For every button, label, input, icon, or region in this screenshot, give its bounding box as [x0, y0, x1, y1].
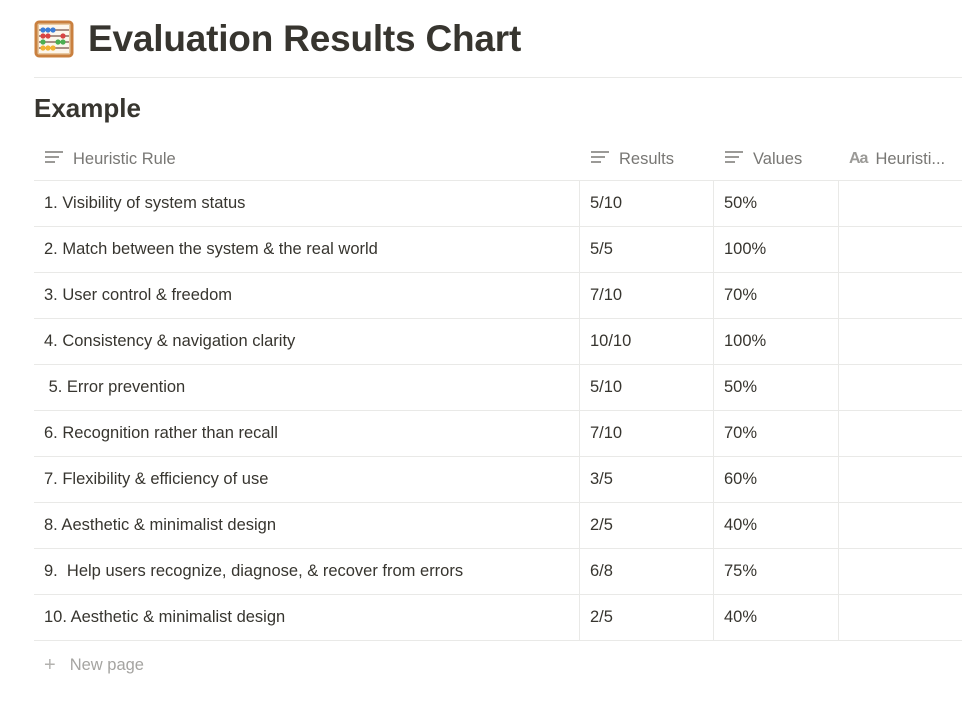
cell-heuristic[interactable]	[839, 181, 962, 226]
table-row[interactable]: 2. Match between the system & the real w…	[34, 227, 962, 273]
column-header-heuristic-rule[interactable]: Heuristic Rule	[34, 138, 580, 180]
cell-heuristic-rule[interactable]: 1. Visibility of system status	[34, 181, 580, 226]
table-row[interactable]: 7. Flexibility & efficiency of use 3/5 6…	[34, 457, 962, 503]
table-row[interactable]: 8. Aesthetic & minimalist design 2/5 40%	[34, 503, 962, 549]
table-row[interactable]: 5. Error prevention 5/10 50%	[34, 365, 962, 411]
cell-heuristic-rule[interactable]: 2. Match between the system & the real w…	[34, 227, 580, 272]
new-page-button[interactable]: + New page	[44, 652, 144, 678]
cell-heuristic[interactable]	[839, 411, 962, 456]
cell-values[interactable]: 70%	[714, 273, 839, 318]
cell-results[interactable]: 2/5	[580, 503, 714, 548]
table-row[interactable]: 10. Aesthetic & minimalist design 2/5 40…	[34, 595, 962, 641]
cell-results[interactable]: 5/10	[580, 365, 714, 410]
cell-heuristic[interactable]	[839, 549, 962, 594]
table-row[interactable]: 1. Visibility of system status 5/10 50%	[34, 181, 962, 227]
cell-heuristic-rule[interactable]: 10. Aesthetic & minimalist design	[34, 595, 580, 640]
cell-heuristic-rule[interactable]: 7. Flexibility & efficiency of use	[34, 457, 580, 502]
column-header-label: Results	[619, 149, 675, 168]
cell-heuristic-rule[interactable]: 3. User control & freedom	[34, 273, 580, 318]
column-header-label: Heuristi...	[875, 149, 946, 168]
cell-heuristic-rule[interactable]: 8. Aesthetic & minimalist design	[34, 503, 580, 548]
cell-values[interactable]: 100%	[714, 319, 839, 364]
cell-heuristic[interactable]	[839, 319, 962, 364]
column-header-label: Heuristic Rule	[73, 149, 176, 168]
cell-results[interactable]: 5/5	[580, 227, 714, 272]
column-header-values[interactable]: Values	[714, 138, 839, 180]
table-header-row: Heuristic Rule Results Values Aa Heurist…	[34, 138, 962, 181]
page-title: Evaluation Results Chart	[88, 18, 522, 59]
text-lines-icon	[44, 149, 64, 170]
cell-values[interactable]: 50%	[714, 365, 839, 410]
title-divider	[34, 77, 962, 78]
text-lines-icon	[724, 149, 744, 170]
cell-results[interactable]: 5/10	[580, 181, 714, 226]
new-page-label: New page	[69, 655, 144, 674]
column-header-heuristic[interactable]: Aa Heuristi...	[839, 138, 962, 180]
cell-heuristic[interactable]	[839, 457, 962, 502]
table-row[interactable]: 4. Consistency & navigation clarity 10/1…	[34, 319, 962, 365]
cell-results[interactable]: 7/10	[580, 273, 714, 318]
cell-values[interactable]: 100%	[714, 227, 839, 272]
text-lines-icon	[590, 149, 610, 170]
cell-values[interactable]: 70%	[714, 411, 839, 456]
column-header-label: Values	[753, 149, 803, 168]
column-header-results[interactable]: Results	[580, 138, 714, 180]
table-row[interactable]: 9. Help users recognize, diagnose, & rec…	[34, 549, 962, 595]
cell-heuristic[interactable]	[839, 365, 962, 410]
abacus-icon[interactable]	[34, 19, 74, 59]
cell-results[interactable]: 6/8	[580, 549, 714, 594]
cell-heuristic[interactable]	[839, 227, 962, 272]
cell-results[interactable]: 7/10	[580, 411, 714, 456]
cell-heuristic-rule[interactable]: 4. Consistency & navigation clarity	[34, 319, 580, 364]
cell-values[interactable]: 60%	[714, 457, 839, 502]
database-title[interactable]: Example	[34, 93, 141, 123]
page-header: Evaluation Results Chart	[34, 12, 521, 66]
plus-icon: +	[44, 654, 56, 676]
cell-values[interactable]: 75%	[714, 549, 839, 594]
cell-heuristic[interactable]	[839, 503, 962, 548]
cell-heuristic[interactable]	[839, 273, 962, 318]
table-row[interactable]: 3. User control & freedom 7/10 70%	[34, 273, 962, 319]
database-table: Heuristic Rule Results Values Aa Heurist…	[34, 138, 962, 641]
cell-heuristic-rule[interactable]: 6. Recognition rather than recall	[34, 411, 580, 456]
cell-values[interactable]: 40%	[714, 595, 839, 640]
cell-results[interactable]: 3/5	[580, 457, 714, 502]
cell-heuristic[interactable]	[839, 595, 962, 640]
cell-values[interactable]: 50%	[714, 181, 839, 226]
cell-values[interactable]: 40%	[714, 503, 839, 548]
cell-results[interactable]: 10/10	[580, 319, 714, 364]
title-aa-icon: Aa	[849, 150, 868, 167]
table-row[interactable]: 6. Recognition rather than recall 7/10 7…	[34, 411, 962, 457]
cell-results[interactable]: 2/5	[580, 595, 714, 640]
cell-heuristic-rule[interactable]: 5. Error prevention	[34, 365, 580, 410]
cell-heuristic-rule[interactable]: 9. Help users recognize, diagnose, & rec…	[34, 549, 580, 594]
